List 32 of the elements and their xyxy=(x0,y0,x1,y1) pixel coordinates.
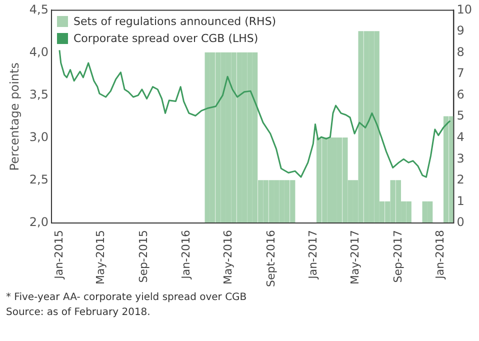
y2-tick-label: 7 xyxy=(456,66,464,80)
x-tick-label: Sep-2017 xyxy=(391,230,404,283)
x-tick-label: Sep-2015 xyxy=(136,230,150,283)
y-tick-label: 4,5 xyxy=(29,2,48,16)
y-tick-label: 3,0 xyxy=(29,130,48,144)
x-tick-label: Jan-2016 xyxy=(179,230,192,280)
y2-tick-label: 1 xyxy=(456,194,464,208)
source-note: Source: as of February 2018. xyxy=(6,306,152,320)
legend-label: Corporate spread over CGB (LHS) xyxy=(73,31,258,48)
y2-tick-label: 3 xyxy=(456,151,464,166)
y-axis-title: Percentage points xyxy=(7,62,22,171)
y-tick-label: 4,0 xyxy=(29,44,48,59)
y2-tick-label: 2 xyxy=(456,172,464,187)
x-tick-label: Jan-2018 xyxy=(434,230,447,280)
y2-tick-label: 9 xyxy=(456,24,464,38)
y-tick-label: 2,0 xyxy=(29,215,48,230)
x-tick-label: Sept-2016 xyxy=(264,230,278,288)
x-tick-label: May-2016 xyxy=(221,230,234,285)
y-tick-label: 3,5 xyxy=(29,87,48,102)
y2-tick-label: 8 xyxy=(456,44,464,59)
y2-tick-label: 4 xyxy=(456,130,464,144)
x-tick-label: Jan-2017 xyxy=(306,230,320,280)
x-tick-label: May-2015 xyxy=(94,230,108,285)
text: * Five-year AA- corporate yield spread over CGB xyxy=(6,291,248,305)
legend-label: Sets of regulations announced (RHS) xyxy=(73,14,276,30)
y2-tick-label: 0 xyxy=(456,215,464,230)
y2-tick-label: 5 xyxy=(456,108,464,123)
x-tick-label: Jan-2015 xyxy=(52,230,66,280)
y-tick-label: 2,5 xyxy=(29,172,48,187)
y2-tick-label: 6 xyxy=(456,87,464,102)
y2-tick-label: 10 xyxy=(456,2,472,16)
x-tick-label: May-2017 xyxy=(348,230,362,285)
